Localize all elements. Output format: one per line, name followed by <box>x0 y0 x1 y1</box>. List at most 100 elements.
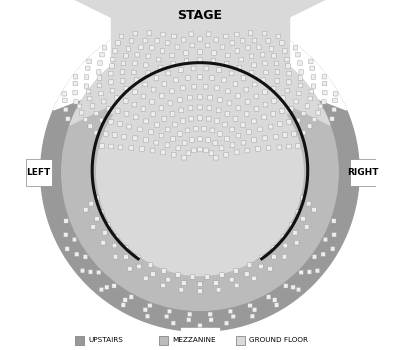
FancyBboxPatch shape <box>185 128 189 133</box>
FancyBboxPatch shape <box>187 95 192 100</box>
FancyBboxPatch shape <box>322 237 327 242</box>
FancyBboxPatch shape <box>99 91 103 96</box>
FancyBboxPatch shape <box>127 124 132 129</box>
FancyBboxPatch shape <box>168 101 172 106</box>
FancyBboxPatch shape <box>234 32 239 37</box>
Text: MEZZANINE: MEZZANINE <box>172 337 215 343</box>
FancyBboxPatch shape <box>188 106 192 111</box>
FancyBboxPatch shape <box>285 64 290 68</box>
FancyBboxPatch shape <box>129 145 134 150</box>
FancyBboxPatch shape <box>94 131 98 135</box>
FancyBboxPatch shape <box>167 309 171 314</box>
FancyBboxPatch shape <box>197 36 202 41</box>
FancyBboxPatch shape <box>175 273 180 277</box>
FancyBboxPatch shape <box>150 112 155 117</box>
FancyBboxPatch shape <box>240 38 244 43</box>
FancyBboxPatch shape <box>99 210 103 214</box>
FancyBboxPatch shape <box>166 278 170 282</box>
FancyBboxPatch shape <box>77 104 81 108</box>
FancyBboxPatch shape <box>207 106 211 111</box>
FancyBboxPatch shape <box>229 41 234 45</box>
FancyBboxPatch shape <box>260 78 265 82</box>
FancyBboxPatch shape <box>233 117 237 121</box>
FancyBboxPatch shape <box>161 269 166 273</box>
FancyBboxPatch shape <box>117 121 122 126</box>
FancyBboxPatch shape <box>148 263 152 267</box>
FancyBboxPatch shape <box>271 54 275 58</box>
FancyBboxPatch shape <box>188 116 193 121</box>
FancyBboxPatch shape <box>96 70 101 74</box>
FancyBboxPatch shape <box>308 59 312 64</box>
FancyBboxPatch shape <box>113 49 117 53</box>
FancyBboxPatch shape <box>295 144 300 148</box>
FancyBboxPatch shape <box>267 124 272 129</box>
FancyBboxPatch shape <box>249 54 253 58</box>
Text: UPSTAIRS: UPSTAIRS <box>88 337 123 343</box>
FancyBboxPatch shape <box>178 68 183 72</box>
FancyBboxPatch shape <box>138 45 143 50</box>
FancyBboxPatch shape <box>170 53 174 58</box>
FancyBboxPatch shape <box>273 134 277 139</box>
FancyBboxPatch shape <box>211 51 216 55</box>
FancyBboxPatch shape <box>253 107 258 111</box>
FancyBboxPatch shape <box>300 196 305 200</box>
FancyBboxPatch shape <box>120 70 124 74</box>
Bar <box>26 159 51 186</box>
FancyBboxPatch shape <box>173 78 178 83</box>
Circle shape <box>41 13 358 331</box>
FancyBboxPatch shape <box>245 46 249 50</box>
FancyBboxPatch shape <box>265 145 270 150</box>
FancyBboxPatch shape <box>97 76 101 80</box>
FancyBboxPatch shape <box>177 132 182 136</box>
FancyBboxPatch shape <box>62 92 66 96</box>
FancyBboxPatch shape <box>263 70 268 75</box>
FancyBboxPatch shape <box>121 303 125 307</box>
FancyBboxPatch shape <box>295 118 300 122</box>
FancyBboxPatch shape <box>213 37 218 42</box>
Text: GROUND FLOOR: GROUND FLOOR <box>248 337 307 343</box>
Bar <box>350 159 375 186</box>
FancyBboxPatch shape <box>271 99 276 103</box>
FancyBboxPatch shape <box>171 152 176 157</box>
FancyBboxPatch shape <box>99 52 104 57</box>
FancyBboxPatch shape <box>222 122 227 127</box>
FancyBboxPatch shape <box>197 94 202 99</box>
FancyBboxPatch shape <box>276 145 281 150</box>
FancyBboxPatch shape <box>103 132 108 136</box>
FancyBboxPatch shape <box>296 287 300 292</box>
FancyBboxPatch shape <box>122 134 126 139</box>
FancyBboxPatch shape <box>228 309 232 314</box>
FancyBboxPatch shape <box>206 116 211 121</box>
FancyBboxPatch shape <box>115 109 120 113</box>
Circle shape <box>97 69 302 275</box>
FancyBboxPatch shape <box>164 314 168 319</box>
FancyBboxPatch shape <box>262 32 266 36</box>
FancyBboxPatch shape <box>300 216 304 221</box>
FancyBboxPatch shape <box>252 82 256 87</box>
FancyBboxPatch shape <box>286 144 291 149</box>
FancyBboxPatch shape <box>104 285 109 289</box>
FancyBboxPatch shape <box>230 143 234 147</box>
FancyBboxPatch shape <box>165 127 170 132</box>
FancyBboxPatch shape <box>279 41 284 45</box>
FancyBboxPatch shape <box>150 148 154 153</box>
FancyBboxPatch shape <box>249 71 253 75</box>
FancyBboxPatch shape <box>294 240 298 245</box>
FancyBboxPatch shape <box>286 80 290 84</box>
FancyBboxPatch shape <box>124 246 129 250</box>
FancyBboxPatch shape <box>280 96 285 100</box>
FancyBboxPatch shape <box>214 86 219 91</box>
FancyBboxPatch shape <box>150 99 154 104</box>
FancyBboxPatch shape <box>115 41 120 45</box>
FancyBboxPatch shape <box>97 83 101 88</box>
FancyBboxPatch shape <box>197 58 202 62</box>
FancyBboxPatch shape <box>217 132 222 136</box>
FancyBboxPatch shape <box>96 270 101 275</box>
FancyBboxPatch shape <box>113 254 117 259</box>
FancyBboxPatch shape <box>271 254 275 259</box>
FancyBboxPatch shape <box>146 54 150 58</box>
FancyBboxPatch shape <box>321 75 326 79</box>
FancyBboxPatch shape <box>166 71 170 76</box>
FancyBboxPatch shape <box>274 79 279 83</box>
FancyBboxPatch shape <box>135 52 139 57</box>
